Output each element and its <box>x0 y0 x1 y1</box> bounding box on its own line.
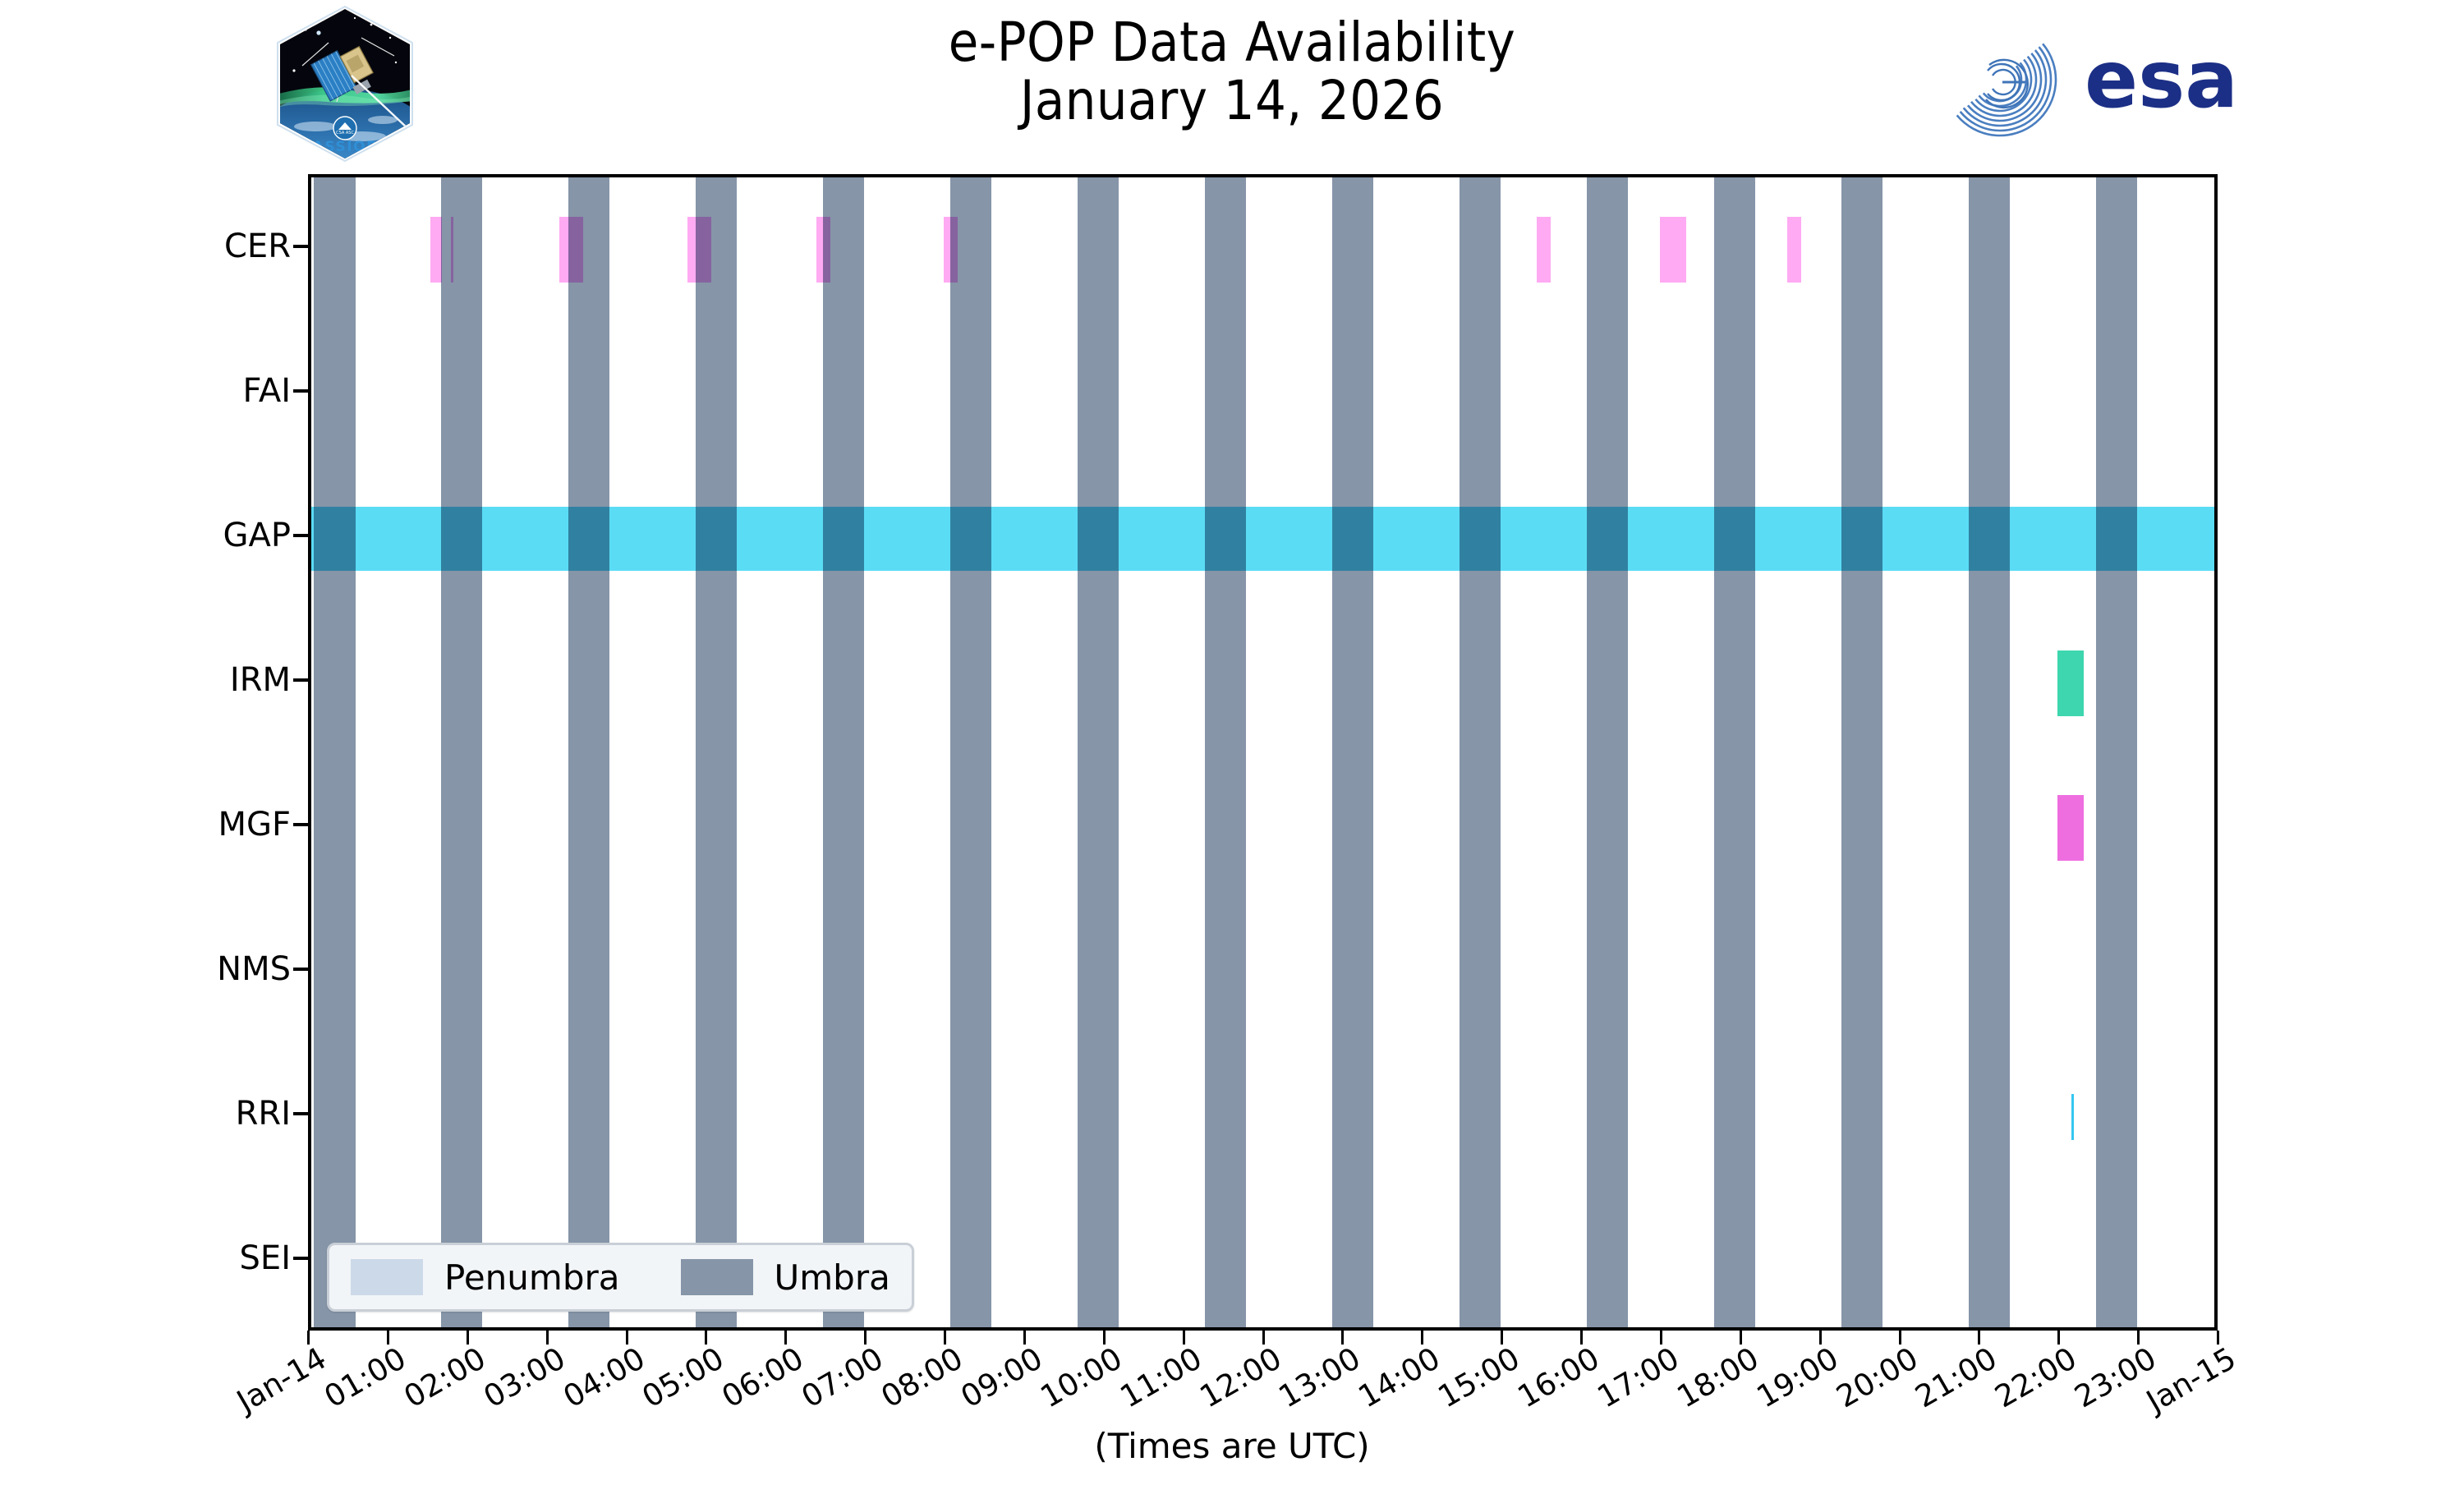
title-line-2: January 14, 2026 <box>1019 69 1445 133</box>
data-segment-cer <box>559 216 584 283</box>
x-tick-mark <box>1818 1331 1822 1345</box>
x-tick-mark <box>1501 1331 1504 1345</box>
data-segment-cer <box>1787 216 1802 283</box>
x-tick-mark <box>2137 1331 2140 1345</box>
umbra-band <box>568 177 610 1327</box>
y-tick-mark <box>293 1112 308 1115</box>
data-segment-cer <box>1660 216 1686 283</box>
data-segment-irm <box>2057 650 2085 717</box>
x-tick-mark <box>466 1331 469 1345</box>
data-segment-cer <box>430 216 442 283</box>
y-tick-mark <box>293 678 308 682</box>
x-tick-mark <box>1659 1331 1662 1345</box>
x-tick-mark <box>1739 1331 1742 1345</box>
data-segment-cer <box>816 216 830 283</box>
data-layer <box>311 177 2214 1327</box>
x-tick-mark <box>705 1331 708 1345</box>
esa-logo: esa <box>1938 18 2300 141</box>
umbra-band <box>1204 177 1247 1327</box>
y-tick-mark <box>293 823 308 826</box>
umbra-band <box>1841 177 1883 1327</box>
x-tick-mark <box>2057 1331 2061 1345</box>
legend-swatch-penumbra <box>351 1259 423 1295</box>
legend-label-penumbra: Penumbra <box>444 1257 620 1298</box>
y-tick-label-rri: RRI <box>235 1095 291 1133</box>
x-tick-mark <box>944 1331 946 1345</box>
x-tick-mark <box>784 1331 788 1345</box>
umbra-band <box>949 177 992 1327</box>
umbra-band <box>2095 177 2138 1327</box>
esa-logo-mark <box>1942 22 2057 137</box>
data-segment-cer <box>944 216 958 283</box>
y-tick-mark <box>293 534 308 537</box>
esa-logo-wordmark: esa <box>2085 34 2238 126</box>
data-segment-rri <box>2071 1093 2074 1141</box>
y-tick-mark <box>293 245 308 248</box>
umbra-band <box>1459 177 1501 1327</box>
page-title: e-POP Data Availability January 14, 2026 <box>616 13 1848 131</box>
plot-area <box>308 174 2218 1331</box>
umbra-band <box>1077 177 1119 1327</box>
y-tick-label-nms: NMS <box>217 950 291 988</box>
y-tick-mark <box>293 1257 308 1260</box>
umbra-band <box>1331 177 1374 1327</box>
legend-swatch-umbra <box>680 1259 753 1295</box>
data-segment-mgf <box>2057 794 2085 862</box>
data-segment-gap <box>311 507 2214 571</box>
chart-legend: Penumbra Umbra <box>327 1243 914 1312</box>
x-tick-mark <box>2217 1331 2219 1345</box>
page-header: CSA ASC CASSIOPE e-POP Data Availability… <box>0 0 2464 164</box>
data-segment-cer <box>687 216 712 283</box>
data-segment-cer <box>1536 216 1551 283</box>
x-tick-mark <box>1102 1331 1106 1345</box>
x-tick-mark <box>864 1331 867 1345</box>
x-tick-mark <box>1580 1331 1583 1345</box>
legend-item-penumbra[interactable]: Penumbra <box>351 1257 681 1298</box>
x-tick-mark <box>1341 1331 1345 1345</box>
umbra-band <box>1586 177 1629 1327</box>
data-segment-cer <box>450 216 453 283</box>
y-tick-label-sei: SEI <box>239 1239 291 1277</box>
umbra-band <box>440 177 483 1327</box>
title-line-1: e-POP Data Availability <box>948 11 1516 74</box>
shading-layer <box>311 177 2214 1327</box>
svg-text:CSA ASC: CSA ASC <box>336 131 354 136</box>
x-tick-mark <box>307 1331 310 1345</box>
y-tick-mark <box>293 389 308 393</box>
y-tick-label-cer: CER <box>224 228 291 265</box>
y-tick-label-fai: FAI <box>242 372 292 410</box>
y-tick-label-irm: IRM <box>229 661 291 699</box>
x-tick-mark <box>1898 1331 1901 1345</box>
legend-label-umbra: Umbra <box>774 1257 890 1298</box>
x-tick-mark <box>1182 1331 1185 1345</box>
cassiope-logo: CSA ASC CASSIOPE <box>273 5 417 163</box>
umbra-band <box>313 177 356 1327</box>
x-tick-mark <box>386 1331 389 1345</box>
x-tick-mark <box>1978 1331 1981 1345</box>
y-tick-mark <box>293 968 308 971</box>
x-tick-mark <box>545 1331 549 1345</box>
x-axis-label: (Times are UTC) <box>1094 1426 1370 1466</box>
umbra-band <box>1968 177 2011 1327</box>
x-tick-mark <box>1421 1331 1424 1345</box>
umbra-band <box>695 177 738 1327</box>
legend-item-umbra[interactable]: Umbra <box>680 1257 890 1298</box>
umbra-band <box>822 177 865 1327</box>
y-tick-label-mgf: MGF <box>218 806 291 844</box>
umbra-band <box>1713 177 1756 1327</box>
y-tick-label-gap: GAP <box>223 517 291 554</box>
x-tick-mark <box>1023 1331 1026 1345</box>
x-tick-mark <box>1262 1331 1265 1345</box>
x-tick-mark <box>625 1331 628 1345</box>
